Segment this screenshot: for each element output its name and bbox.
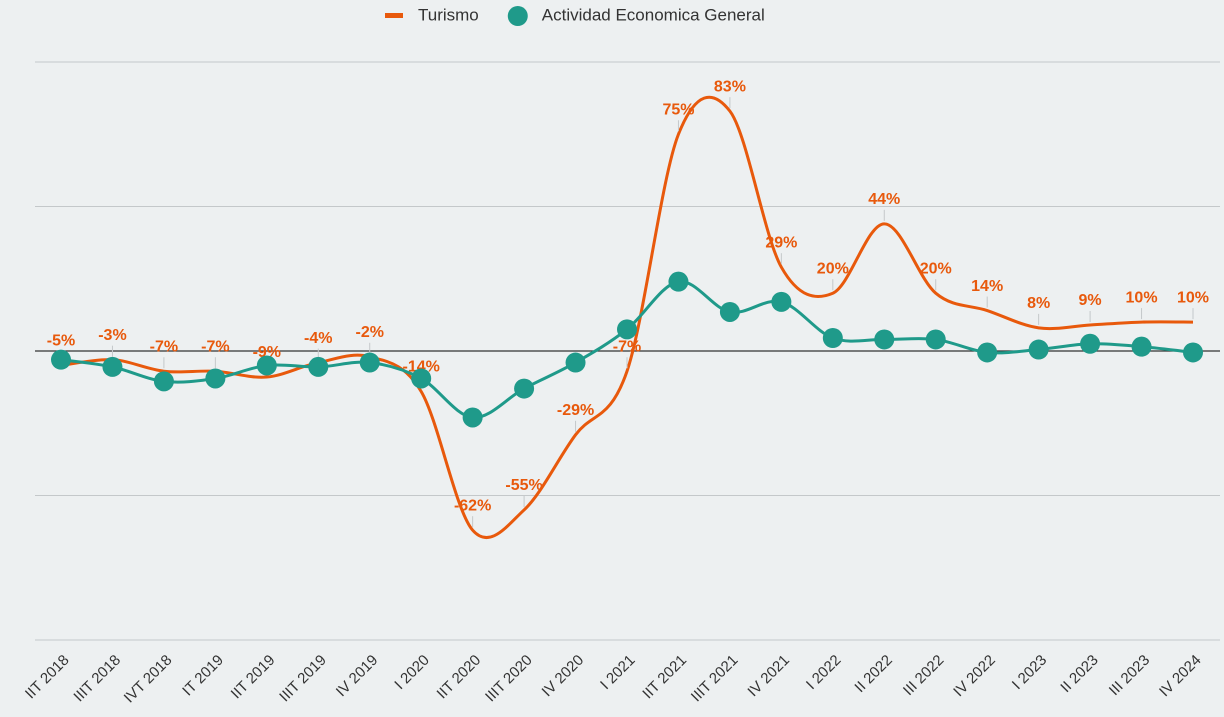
- point: [462, 407, 483, 428]
- x-tick-label: IVT 2018: [121, 652, 176, 707]
- point: [719, 301, 740, 322]
- legend-label: Turismo: [418, 5, 479, 24]
- point: [51, 349, 71, 370]
- point: [925, 329, 946, 350]
- point: [771, 291, 792, 312]
- x-tick-label: IIT 2019: [228, 652, 279, 703]
- point: [153, 371, 174, 392]
- point: [668, 271, 689, 292]
- x-tick-label: IV 2019: [333, 652, 382, 701]
- point: [822, 327, 843, 348]
- point: [308, 356, 329, 377]
- data-label: -5%: [47, 333, 75, 350]
- data-label: 10%: [1177, 289, 1209, 306]
- x-tick-label: IIIT 2018: [70, 652, 124, 706]
- data-label: 29%: [765, 234, 797, 251]
- data-label: -7%: [150, 338, 178, 355]
- x-tick-label: IV 2021: [744, 652, 793, 701]
- legend-label: Actividad Economica General: [542, 5, 765, 24]
- data-label: 83%: [714, 78, 746, 95]
- x-tick-label: IV 2020: [539, 652, 588, 701]
- x-tick-label: IV 2022: [950, 652, 999, 701]
- x-tick-label: IIT 2018: [22, 652, 73, 703]
- x-tick-label: IV 2024: [1156, 652, 1205, 701]
- x-tick-label: I 2022: [803, 652, 845, 694]
- x-tick-label: IIIT 2020: [482, 652, 536, 706]
- point: [514, 378, 535, 399]
- data-label: -7%: [201, 338, 229, 355]
- data-label: 75%: [662, 101, 694, 118]
- data-label: 14%: [971, 278, 1003, 295]
- data-label: 8%: [1027, 295, 1050, 312]
- x-tick-label: II 2023: [1057, 652, 1101, 696]
- x-tick-label: IIT 2021: [639, 652, 690, 703]
- point: [1183, 342, 1203, 363]
- point: [411, 368, 432, 389]
- legend-swatch: [385, 13, 403, 18]
- data-label: -55%: [505, 477, 542, 494]
- data-label: -3%: [98, 327, 126, 344]
- data-label: 44%: [868, 191, 900, 208]
- data-label: -14%: [403, 359, 440, 376]
- point: [1028, 339, 1049, 360]
- data-label: 20%: [920, 260, 952, 277]
- x-tick-label: III 2023: [1106, 652, 1153, 699]
- data-label: -62%: [454, 497, 491, 514]
- point: [977, 342, 998, 363]
- data-label: -29%: [557, 402, 594, 419]
- x-tick-label: IIIT 2019: [276, 652, 330, 706]
- point: [102, 356, 123, 377]
- x-tick-label: IIT 2020: [434, 652, 485, 703]
- data-label: -9%: [253, 344, 281, 361]
- x-tick-label: II 2022: [851, 652, 895, 696]
- data-label: -4%: [304, 330, 332, 347]
- series-line: [60, 95, 1194, 539]
- data-label: 9%: [1079, 292, 1102, 309]
- data-label: 10%: [1126, 289, 1158, 306]
- point: [565, 352, 586, 373]
- point: [1080, 333, 1101, 354]
- data-label: -7%: [613, 338, 641, 355]
- legend-swatch: [507, 6, 528, 26]
- x-tick-label: IIIT 2021: [688, 652, 742, 706]
- point: [1131, 336, 1152, 357]
- x-tick-label: I 2021: [597, 652, 639, 694]
- point: [874, 329, 895, 350]
- x-tick-label: III 2022: [900, 652, 947, 699]
- data-label: -2%: [356, 324, 384, 341]
- point: [256, 355, 277, 376]
- point: [205, 368, 226, 389]
- data-label: 20%: [817, 260, 849, 277]
- x-tick-label: IT 2019: [179, 652, 227, 700]
- x-tick-label: I 2020: [391, 652, 433, 694]
- point: [359, 352, 380, 373]
- x-tick-label: I 2023: [1009, 652, 1051, 694]
- point: [617, 319, 637, 340]
